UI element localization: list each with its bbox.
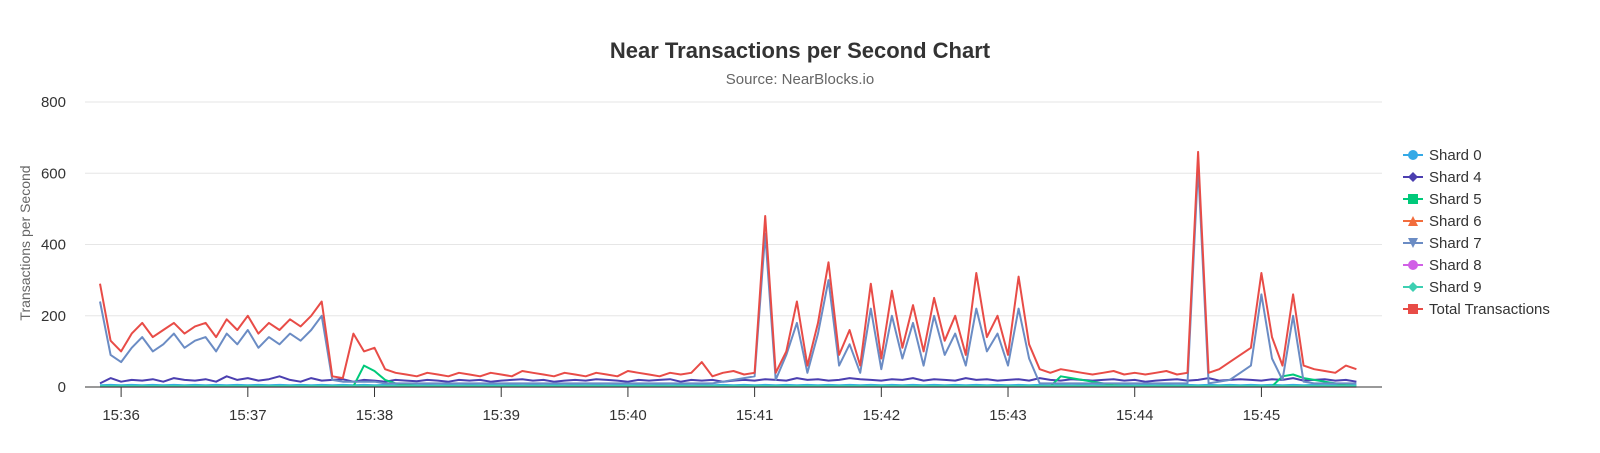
x-tick-label: 15:43	[989, 407, 1027, 424]
legend-label: Shard 5	[1429, 191, 1482, 208]
legend-item-shard-8[interactable]: Shard 8	[1403, 257, 1482, 274]
legend-item-shard-5[interactable]: Shard 5	[1403, 191, 1482, 208]
legend-marker-icon	[1408, 260, 1418, 270]
legend-label: Shard 0	[1429, 147, 1482, 164]
grid-lines	[85, 101, 1382, 317]
y-tick-label: 0	[58, 379, 66, 396]
x-tick-label: 15:38	[356, 407, 394, 424]
legend[interactable]: Shard 0 Shard 4 Shard 5 Shard 6 Shard 7 Shard…	[1403, 147, 1550, 318]
x-tick-label: 15:36	[102, 407, 140, 424]
legend-label: Shard 4	[1429, 169, 1482, 186]
legend-label: Shard 8	[1429, 257, 1482, 274]
legend-marker-icon	[1408, 282, 1418, 292]
legend-marker-icon	[1408, 304, 1418, 314]
y-tick-label: 800	[41, 94, 66, 111]
series-line-shard-7[interactable]	[99, 165, 1357, 385]
chart-title: Near Transactions per Second Chart	[609, 38, 991, 63]
legend-item-shard-7[interactable]: Shard 7	[1403, 235, 1482, 252]
x-tick-label: 15:39	[482, 407, 520, 424]
legend-label: Shard 6	[1429, 213, 1482, 230]
y-tick-label: 200	[41, 308, 66, 325]
legend-label: Shard 9	[1429, 279, 1482, 296]
legend-marker-icon	[1408, 216, 1418, 226]
legend-item-shard-6[interactable]: Shard 6	[1403, 213, 1482, 230]
x-tick-label: 15:45	[1243, 407, 1281, 424]
legend-item-shard-0[interactable]: Shard 0	[1403, 147, 1482, 164]
x-tick-label: 15:42	[863, 407, 901, 424]
y-tick-label: 400	[41, 237, 66, 254]
chart-subtitle: Source: NearBlocks.io	[725, 71, 875, 88]
legend-label: Shard 7	[1429, 235, 1482, 252]
legend-marker-icon	[1408, 172, 1418, 182]
legend-item-shard-9[interactable]: Shard 9	[1403, 279, 1482, 296]
y-tick-label: 600	[41, 165, 66, 182]
x-tick-label: 15:40	[609, 407, 647, 424]
legend-item-total-transactions[interactable]: Total Transactions	[1403, 301, 1550, 318]
series-line-total-transactions[interactable]	[99, 150, 1357, 380]
legend-marker-icon	[1408, 238, 1418, 248]
series-lines	[99, 150, 1357, 388]
x-tick-label: 15:44	[1116, 407, 1154, 424]
legend-item-shard-4[interactable]: Shard 4	[1403, 169, 1482, 186]
legend-label: Total Transactions	[1429, 301, 1550, 318]
y-axis-title: Transactions per Second	[17, 165, 33, 320]
legend-marker-icon	[1408, 150, 1418, 160]
legend-marker-icon	[1408, 194, 1418, 204]
axes: 0 200 400 600 800 15:36 15:37 15:38 15:39 15:40 15…	[41, 94, 1382, 424]
x-tick-label: 15:41	[736, 407, 774, 424]
x-tick-label: 15:37	[229, 407, 267, 424]
